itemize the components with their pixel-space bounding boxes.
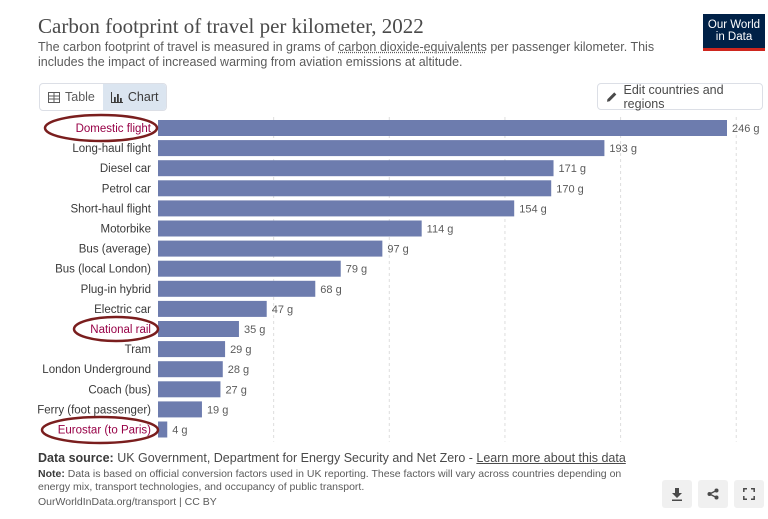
- bar-london-underground[interactable]: [158, 361, 223, 378]
- category-label-petrol-car: Petrol car: [102, 183, 151, 195]
- value-label-plug-in-hybrid: 68 g: [320, 284, 341, 296]
- value-label-diesel-car: 171 g: [559, 163, 587, 175]
- bar-coach-bus[interactable]: [158, 381, 221, 398]
- tab-table-label: Table: [65, 90, 95, 104]
- data-source: Data source: UK Government, Department f…: [38, 451, 626, 465]
- subtitle-co2-link[interactable]: carbon dioxide-equivalents: [338, 40, 487, 54]
- bar-chart: Domestic flight Long-haul flight Diesel ca…: [37, 113, 760, 445]
- share-button[interactable]: [698, 480, 728, 508]
- value-label-ferry-foot-passenger: 19 g: [207, 404, 228, 416]
- value-label-short-haul-flight: 154 g: [519, 203, 547, 215]
- bars: [158, 120, 727, 438]
- bar-chart-icon: [110, 91, 123, 103]
- category-labels: Domestic flight Long-haul flight Diesel ca…: [37, 123, 152, 437]
- download-icon: [672, 487, 682, 501]
- category-label-short-haul-flight: Short-haul flight: [70, 203, 151, 215]
- category-label-ferry-foot-passenger: Ferry (foot passenger): [37, 404, 151, 416]
- value-label-long-haul-flight: 193 g: [609, 143, 637, 155]
- bar-bus-local-london[interactable]: [158, 260, 341, 277]
- value-label-national-rail: 35 g: [244, 324, 265, 336]
- category-label-bus-average: Bus (average): [79, 244, 151, 256]
- highlight-circle-eurostar: [40, 415, 160, 445]
- highlight-circle-domestic-flight: [43, 113, 159, 143]
- bar-ferry-foot-passenger[interactable]: [158, 401, 202, 418]
- value-labels: 246 g 193 g 171 g 170 g 154 g 114 g 97 g 79 g 68…: [172, 123, 759, 437]
- value-label-eurostar-to-paris: 4 g: [172, 425, 187, 437]
- highlight-circles: [40, 113, 160, 445]
- value-label-london-underground: 28 g: [228, 364, 249, 376]
- category-label-plug-in-hybrid: Plug-in hybrid: [81, 284, 151, 296]
- edit-countries-button[interactable]: Edit countries and regions: [597, 82, 763, 111]
- bar-eurostar-to-paris[interactable]: [158, 421, 168, 438]
- chart-title: Carbon footprint of travel per kilometer…: [38, 14, 424, 38]
- chart-subtitle: The carbon footprint of travel is measur…: [38, 40, 688, 70]
- value-label-coach-bus: 27 g: [225, 384, 246, 396]
- category-label-long-haul-flight: Long-haul flight: [72, 143, 151, 155]
- chart-note: Note: Data is based on official conversi…: [38, 468, 648, 493]
- download-button[interactable]: [662, 480, 692, 508]
- category-label-electric-car: Electric car: [94, 304, 151, 316]
- bar-plug-in-hybrid[interactable]: [158, 280, 316, 297]
- owid-logo[interactable]: Our World in Data: [703, 14, 765, 51]
- bar-bus-average[interactable]: [158, 240, 383, 257]
- bar-national-rail[interactable]: [158, 321, 239, 337]
- table-icon: [48, 91, 60, 103]
- category-label-bus-local-london: Bus (local London): [55, 264, 151, 276]
- note-text: Data is based on official conversion fac…: [38, 468, 622, 493]
- category-label-eurostar-to-paris: Eurostar (to Paris): [58, 425, 151, 437]
- category-label-london-underground: London Underground: [42, 364, 151, 376]
- category-label-national-rail: National rail: [90, 324, 151, 336]
- edit-countries-label: Edit countries and regions: [623, 82, 724, 111]
- subtitle-text-end: per passenger kilometer. This includes t…: [38, 40, 655, 69]
- bar-long-haul-flight[interactable]: [158, 140, 605, 157]
- bar-domestic-flight[interactable]: [158, 120, 727, 136]
- logo-line-1: Our World: [707, 19, 761, 31]
- source-credit[interactable]: OurWorldInData.org/transport | CC BY: [38, 496, 217, 508]
- bar-motorbike[interactable]: [158, 220, 422, 237]
- value-label-electric-car: 47 g: [272, 304, 293, 316]
- category-label-coach-bus: Coach (bus): [88, 384, 151, 396]
- data-source-label: Data source:: [38, 451, 114, 465]
- fullscreen-button[interactable]: [734, 480, 764, 508]
- bar-petrol-car[interactable]: [158, 180, 552, 197]
- learn-more-link[interactable]: Learn more about this data: [476, 451, 626, 465]
- bar-diesel-car[interactable]: [158, 160, 554, 177]
- category-label-domestic-flight: Domestic flight: [76, 123, 152, 135]
- tab-table[interactable]: Table: [40, 84, 103, 110]
- fullscreen-icon: [743, 488, 755, 500]
- value-label-bus-local-london: 79 g: [346, 264, 367, 276]
- bar-tram[interactable]: [158, 341, 226, 358]
- category-label-diesel-car: Diesel car: [100, 163, 151, 175]
- view-tabs: Table Chart: [39, 83, 168, 111]
- share-icon: [707, 488, 719, 500]
- value-label-motorbike: 114 g: [427, 224, 454, 236]
- logo-line-2: in Data: [715, 31, 753, 43]
- tab-chart[interactable]: Chart: [102, 84, 167, 110]
- highlight-circle-national-rail: [72, 315, 160, 343]
- bar-electric-car[interactable]: [158, 300, 267, 317]
- subtitle-text-start: The carbon footprint of travel is measur…: [38, 40, 339, 54]
- data-source-text: UK Government, Department for Energy Sec…: [113, 451, 477, 465]
- pencil-icon: [606, 91, 617, 102]
- tab-chart-label: Chart: [127, 90, 159, 104]
- category-label-tram: Tram: [125, 344, 151, 356]
- value-label-petrol-car: 170 g: [556, 183, 584, 195]
- note-label: Note:: [38, 468, 65, 480]
- category-label-motorbike: Motorbike: [101, 224, 152, 236]
- value-label-domestic-flight: 246 g: [732, 123, 760, 135]
- value-label-tram: 29 g: [230, 344, 251, 356]
- value-label-bus-average: 97 g: [387, 244, 408, 256]
- bar-short-haul-flight[interactable]: [158, 200, 515, 217]
